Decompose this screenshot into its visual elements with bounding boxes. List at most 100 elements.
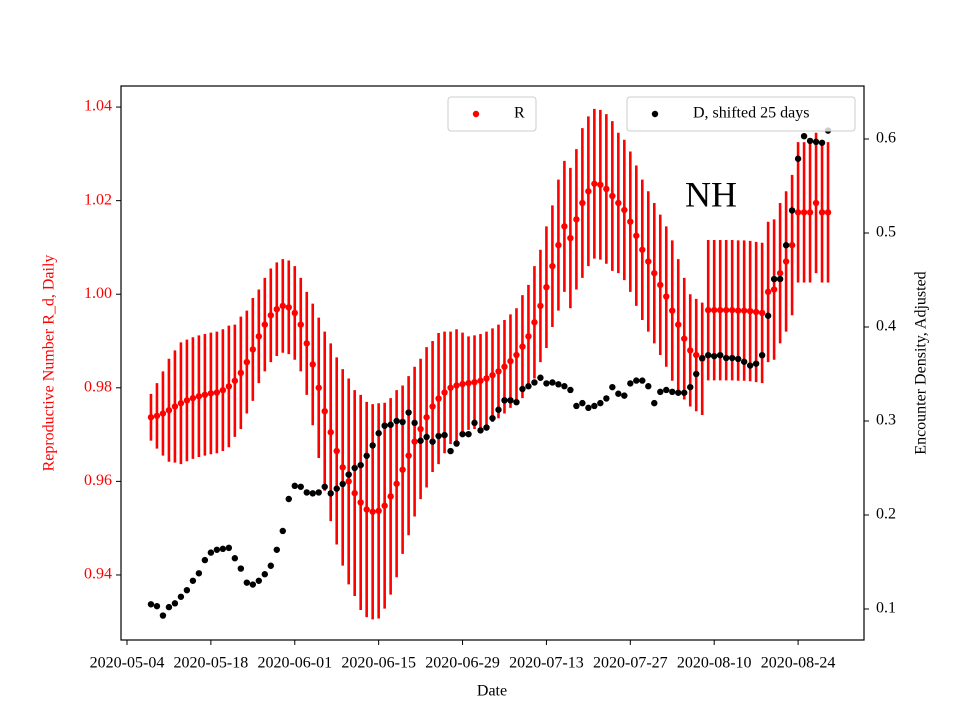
data-point bbox=[243, 579, 251, 586]
data-point bbox=[663, 293, 670, 300]
data-point bbox=[225, 544, 233, 552]
data-point bbox=[357, 499, 364, 506]
data-point bbox=[591, 180, 598, 187]
y-tick-label: 0.98 bbox=[84, 378, 112, 395]
data-point bbox=[722, 306, 730, 314]
data-point bbox=[213, 389, 221, 396]
data-point bbox=[549, 262, 556, 270]
y-tick-label: 1.00 bbox=[84, 285, 112, 302]
data-point bbox=[633, 377, 640, 384]
data-point bbox=[375, 430, 382, 437]
data-point bbox=[465, 379, 472, 387]
data-point bbox=[513, 351, 520, 359]
data-point bbox=[579, 399, 586, 407]
data-point bbox=[639, 246, 646, 253]
data-point bbox=[333, 485, 340, 492]
data-point bbox=[699, 354, 706, 362]
data-point bbox=[159, 612, 167, 619]
data-point bbox=[369, 508, 376, 515]
data-point bbox=[561, 383, 568, 390]
data-point bbox=[609, 383, 616, 391]
data-point bbox=[824, 209, 832, 216]
data-point bbox=[159, 410, 167, 417]
data-point bbox=[477, 427, 484, 434]
data-point bbox=[603, 185, 610, 193]
data-point bbox=[621, 392, 628, 399]
data-point bbox=[585, 188, 592, 195]
data-point bbox=[800, 132, 808, 140]
annotation: NH bbox=[685, 174, 737, 214]
data-point bbox=[327, 490, 334, 497]
data-point bbox=[249, 346, 257, 353]
data-point bbox=[621, 206, 628, 214]
data-point bbox=[363, 506, 370, 513]
data-point bbox=[483, 424, 490, 431]
data-point bbox=[453, 440, 460, 447]
data-point bbox=[519, 343, 526, 350]
data-point bbox=[363, 452, 370, 459]
data-point bbox=[393, 417, 400, 425]
data-point bbox=[740, 307, 748, 314]
data-point bbox=[267, 562, 274, 569]
data-point bbox=[573, 216, 580, 223]
data-point bbox=[435, 395, 442, 402]
data-point bbox=[579, 199, 586, 207]
data-point bbox=[291, 482, 298, 490]
data-point bbox=[746, 362, 754, 369]
data-point bbox=[531, 319, 538, 326]
data-point bbox=[351, 464, 358, 472]
data-point bbox=[273, 305, 280, 313]
data-point bbox=[381, 502, 388, 509]
data-point bbox=[261, 571, 269, 578]
data-point bbox=[237, 565, 245, 572]
data-point bbox=[405, 452, 412, 459]
data-point bbox=[776, 275, 784, 283]
data-point bbox=[405, 409, 412, 416]
data-point bbox=[387, 493, 394, 500]
data-point bbox=[591, 402, 598, 410]
data-point bbox=[519, 385, 526, 393]
data-point bbox=[423, 414, 430, 421]
data-point bbox=[387, 421, 394, 428]
data-point bbox=[561, 223, 568, 230]
data-point bbox=[705, 306, 712, 314]
data-point bbox=[459, 430, 466, 438]
data-point bbox=[285, 495, 292, 503]
data-point bbox=[237, 369, 245, 377]
x-tick-label: 2020-06-15 bbox=[341, 655, 416, 672]
data-point bbox=[728, 354, 736, 362]
data-point bbox=[806, 137, 814, 145]
data-point bbox=[800, 209, 808, 216]
data-point bbox=[321, 483, 328, 490]
data-point bbox=[267, 312, 274, 319]
legend-label: R bbox=[514, 105, 525, 122]
data-point bbox=[752, 308, 760, 316]
data-point bbox=[746, 307, 754, 315]
data-point bbox=[333, 447, 340, 455]
data-point bbox=[189, 577, 197, 584]
data-point bbox=[645, 258, 652, 265]
data-point bbox=[231, 377, 239, 384]
y2-tick-label: 0.4 bbox=[876, 318, 896, 335]
legend-label: D, shifted 25 days bbox=[693, 105, 809, 122]
data-point bbox=[693, 370, 700, 378]
data-point bbox=[495, 406, 502, 413]
data-point bbox=[716, 306, 724, 314]
data-point bbox=[734, 307, 742, 314]
data-point bbox=[207, 390, 215, 397]
data-point bbox=[213, 546, 221, 553]
data-point bbox=[669, 388, 676, 396]
x-tick-label: 2020-05-04 bbox=[90, 655, 165, 672]
data-point bbox=[183, 397, 191, 404]
data-point bbox=[501, 397, 508, 404]
data-point bbox=[177, 400, 185, 407]
data-point bbox=[573, 402, 580, 410]
data-point bbox=[303, 340, 310, 347]
x-tick-label: 2020-08-24 bbox=[761, 655, 836, 672]
data-point bbox=[261, 321, 269, 328]
data-point bbox=[489, 371, 496, 379]
data-point bbox=[752, 360, 760, 367]
data-point bbox=[219, 545, 227, 553]
data-point bbox=[543, 283, 550, 291]
